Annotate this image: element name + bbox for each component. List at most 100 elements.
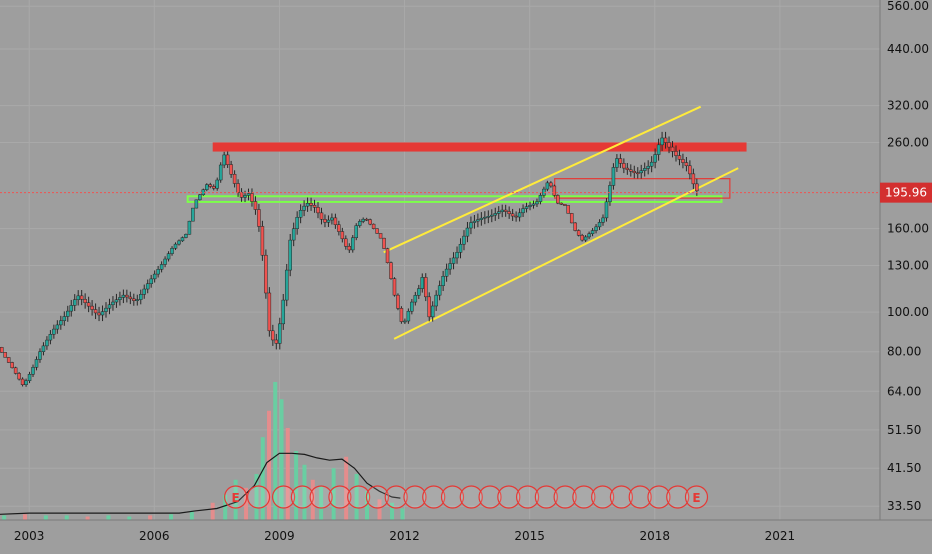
candle-body [378,233,383,239]
earnings-marker[interactable] [459,485,483,509]
earnings-marker[interactable]: E [224,485,248,509]
candle-body [225,154,230,165]
price-tick-label: 130.00 [887,258,929,272]
price-tick-label: 560.00 [887,0,929,13]
candle-body [566,205,570,214]
volume-bar [2,515,7,520]
candle-body [302,205,306,211]
candle-body [135,299,140,301]
candle-body [656,144,661,155]
candle-body [437,285,442,296]
candle-body [236,183,240,193]
price-tick-label: 160.00 [887,222,929,236]
candle-body [34,359,39,368]
earnings-marker-circle [272,485,296,509]
candle-body [531,203,536,206]
price-tick-label: 320.00 [887,99,929,113]
earnings-marker[interactable] [609,485,634,509]
earnings-marker[interactable] [272,485,296,509]
candle-body [424,277,428,298]
earnings-marker[interactable] [497,485,521,509]
drawn-annotations[interactable] [186,105,747,340]
earnings-marker[interactable] [347,485,371,509]
candle-body [587,233,591,238]
earnings-marker-circle [422,485,446,509]
volume-bar [279,399,284,520]
earnings-marker-circle [224,485,248,509]
candle-body [337,224,341,232]
earnings-marker[interactable] [478,485,502,509]
candle-body [284,269,289,301]
earnings-marker[interactable] [403,485,427,509]
candle-body [163,258,167,265]
earnings-marker-circle [534,485,558,509]
earnings-marker[interactable] [515,485,540,509]
candle-body [121,294,126,298]
earnings-marker-circle [684,485,709,509]
earnings-marker[interactable] [572,485,596,509]
candle-body [646,165,650,169]
candle-body [385,248,390,263]
volume-bar [233,479,238,520]
earnings-marker[interactable] [309,485,333,509]
candle-body [660,137,664,146]
candle-body [298,210,303,218]
time-axis-labels: 2003 2006 2009 2012 2015 2018 2021 [14,529,795,543]
earnings-marker[interactable] [365,485,390,509]
earnings-marker[interactable] [384,485,408,509]
candlesticks[interactable] [0,131,699,387]
candle-body [118,297,122,300]
earnings-marker[interactable] [328,485,352,509]
candle-body [569,213,574,224]
earnings-marker[interactable] [422,485,446,509]
candle-body [194,199,199,209]
volume-bar [168,514,173,520]
candle-body [132,298,136,301]
candle-body [48,334,53,341]
earnings-marker[interactable] [628,485,652,509]
candle-body [184,234,188,238]
candle-body [170,248,174,254]
candle-body [490,214,494,217]
candle-body [173,243,178,249]
last-price-label: 195.96 [880,182,932,203]
earnings-marker[interactable] [591,485,615,509]
candle-body [59,320,63,326]
candle-body [618,158,623,164]
candle-body [413,295,418,303]
volume-bar [106,515,111,520]
volume-bar [23,514,28,520]
candle-body [205,184,209,190]
earnings-marker[interactable] [647,485,671,509]
candle-body [17,373,21,380]
earnings-marker[interactable] [534,485,558,509]
earnings-marker[interactable] [440,485,465,509]
earnings-marker[interactable]: E [684,485,709,509]
price-axis-background[interactable] [880,0,932,520]
candle-body [469,222,473,229]
time-tick-label: 2012 [389,529,420,543]
candle-body [629,169,633,172]
candle-body [159,264,164,270]
candle-body [264,254,268,294]
earnings-marker[interactable] [666,485,690,509]
candle-body [281,299,286,325]
earnings-marker[interactable] [553,485,577,509]
volume-bar [390,502,395,520]
earnings-marker[interactable] [290,485,314,509]
volume-bar [267,410,272,520]
earnings-marker-circle [246,485,271,509]
candle-body [434,294,438,307]
time-axis-background[interactable] [0,520,932,550]
earnings-marker[interactable] [246,485,271,509]
volume-bar [273,382,278,520]
earnings-marker-circle [647,485,671,509]
candle-body [403,320,407,323]
candle-body [556,195,560,204]
candle-body [462,235,466,245]
price-tick-label: 260.00 [887,135,929,149]
candle-body [66,310,70,317]
